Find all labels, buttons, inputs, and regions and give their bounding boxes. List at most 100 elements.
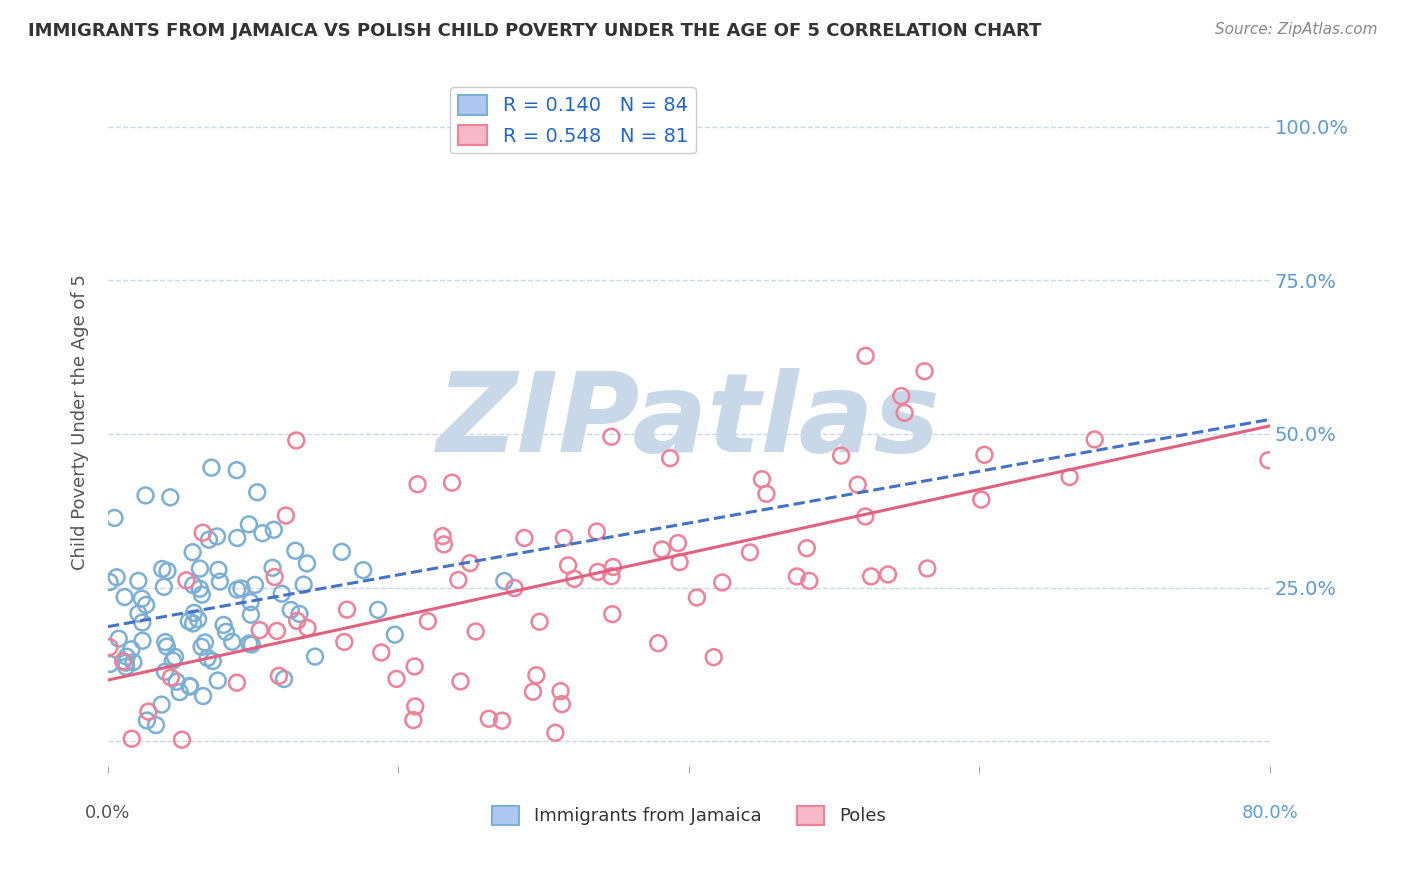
Text: Source: ZipAtlas.com: Source: ZipAtlas.com (1215, 22, 1378, 37)
Point (406, 477, 429, 491)
Point (98, 657, 121, 671)
Point (914, 364, 936, 378)
Point (686, 591, 709, 605)
Point (1059, 470, 1081, 484)
Point (491, 714, 513, 728)
Point (225, 675, 247, 690)
Point (893, 406, 915, 420)
Point (280, 603, 302, 617)
Point (191, 525, 214, 540)
Point (432, 529, 454, 543)
Point (134, 488, 156, 502)
Point (166, 674, 188, 689)
Point (207, 563, 229, 577)
Point (135, 598, 157, 612)
Point (830, 449, 852, 463)
Point (600, 430, 623, 444)
Point (333, 635, 356, 649)
Point (703, 650, 725, 665)
Point (266, 624, 288, 638)
Point (458, 556, 481, 570)
Point (267, 669, 290, 683)
Point (155, 635, 177, 649)
Point (855, 349, 877, 363)
Point (153, 665, 176, 679)
Point (127, 574, 149, 588)
Point (98, 640, 121, 654)
Point (513, 531, 536, 545)
Point (551, 697, 574, 711)
Point (304, 649, 326, 664)
Point (367, 603, 389, 617)
Point (385, 672, 408, 686)
Point (440, 475, 463, 490)
Point (170, 732, 193, 747)
Point (205, 529, 228, 543)
Point (336, 602, 359, 616)
Point (187, 612, 209, 626)
Point (114, 590, 136, 604)
Point (252, 526, 274, 541)
Point (107, 632, 129, 646)
Point (799, 574, 821, 588)
Point (796, 541, 818, 556)
Point (273, 672, 295, 686)
Point (197, 651, 219, 665)
Point (447, 573, 470, 587)
Point (238, 636, 260, 650)
Point (131, 591, 153, 606)
Point (786, 569, 808, 583)
Text: IMMIGRANTS FROM JAMAICA VS POLISH CHILD POVERTY UNDER THE AGE OF 5 CORRELATION C: IMMIGRANTS FROM JAMAICA VS POLISH CHILD … (28, 22, 1042, 40)
Point (225, 463, 247, 477)
Point (239, 595, 262, 609)
Point (600, 569, 623, 583)
Point (179, 680, 201, 694)
Point (433, 537, 456, 551)
Point (120, 642, 142, 657)
Point (112, 654, 135, 668)
Point (163, 649, 186, 664)
Point (159, 491, 181, 505)
Point (384, 628, 406, 642)
Point (402, 713, 425, 727)
Point (201, 654, 224, 668)
Point (105, 570, 128, 584)
Point (288, 607, 311, 621)
Point (131, 633, 153, 648)
Point (295, 557, 318, 571)
Point (557, 558, 579, 573)
Point (274, 508, 297, 523)
Point (738, 545, 761, 559)
Point (179, 679, 201, 693)
Point (970, 492, 993, 507)
Point (153, 580, 176, 594)
Point (156, 640, 179, 654)
Point (522, 684, 544, 698)
Point (240, 638, 263, 652)
Point (544, 726, 567, 740)
Point (890, 389, 912, 403)
Point (1084, 433, 1107, 447)
Point (122, 655, 145, 669)
Point (585, 524, 607, 539)
Point (177, 614, 200, 628)
Point (226, 582, 249, 597)
Point (659, 451, 682, 466)
Text: ZIPatlas: ZIPatlas (437, 368, 941, 475)
Point (226, 531, 249, 545)
Point (550, 684, 572, 698)
Point (215, 624, 238, 639)
Point (160, 671, 183, 685)
Point (127, 607, 149, 621)
Point (494, 574, 516, 588)
Point (115, 649, 138, 664)
Point (404, 659, 426, 673)
Point (131, 615, 153, 630)
Point (1257, 453, 1279, 467)
Point (263, 523, 285, 537)
Point (416, 614, 439, 628)
Point (602, 560, 624, 574)
Point (246, 485, 269, 500)
Point (755, 487, 778, 501)
Point (284, 543, 307, 558)
